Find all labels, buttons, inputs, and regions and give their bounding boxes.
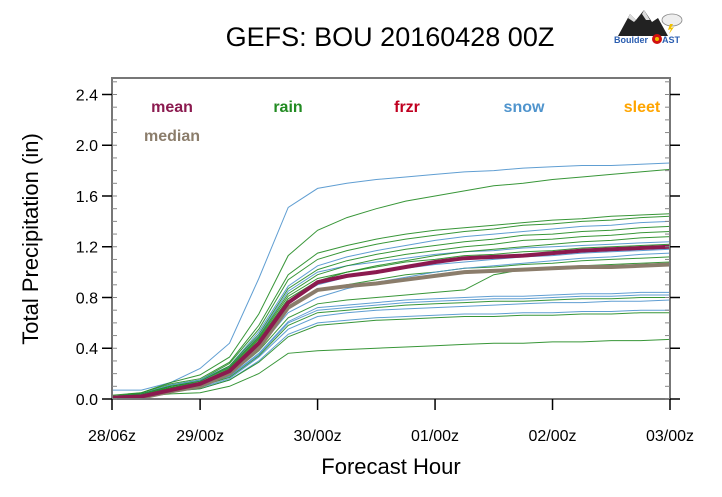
member-line-19	[111, 338, 671, 399]
member-line-21	[111, 252, 671, 397]
legend-median: median	[144, 128, 200, 145]
member-line-5	[111, 220, 671, 397]
y-tick-label: 0.8	[76, 290, 98, 307]
legend: mean median rain frzr snow sleet	[144, 99, 661, 145]
mean-line	[111, 244, 671, 400]
bouldercast-logo: Boulder AST	[614, 10, 683, 45]
y-tick-label: 0.0	[76, 392, 98, 409]
plot-area	[111, 162, 671, 400]
legend-snow: snow	[504, 99, 545, 116]
member-line-3	[111, 213, 671, 397]
y-tick-label: 2.0	[76, 138, 98, 155]
svg-text:AST: AST	[662, 35, 681, 45]
y-tick-label: 0.4	[76, 341, 98, 358]
y-tick-label: 1.2	[76, 240, 98, 257]
member-line-2	[111, 168, 671, 396]
x-tick-label: 03/00z	[646, 428, 694, 445]
y-axis-title: Total Precipitation (in)	[18, 133, 43, 345]
member-line-8	[111, 231, 671, 397]
x-tick-label: 29/00z	[176, 428, 224, 445]
y-tick-label: 1.6	[76, 189, 98, 206]
plot-frame	[111, 77, 671, 400]
chart-title: GEFS: BOU 20160428 00Z	[226, 22, 555, 52]
x-tick-label: 01/00z	[411, 428, 459, 445]
legend-frzr: frzr	[394, 99, 420, 116]
axes: 0.0 0.4 0.8 1.2 1.6 2.0 2.4 28/06z 29/00z 30/00z 0…	[76, 77, 694, 445]
svg-text:Boulder: Boulder	[614, 35, 648, 45]
x-tick-label: 30/00z	[294, 428, 342, 445]
member-line-18	[111, 312, 670, 399]
legend-sleet: sleet	[624, 99, 661, 116]
median-line	[112, 262, 671, 400]
x-tick-label: 02/00z	[529, 428, 577, 445]
legend-mean: mean	[151, 99, 193, 116]
member-line-1	[112, 162, 671, 391]
y-tick-label: 2.4	[76, 87, 98, 104]
x-axis-title: Forecast Hour	[321, 454, 460, 479]
x-tick-label: 28/06z	[88, 428, 136, 445]
legend-rain: rain	[273, 99, 302, 116]
